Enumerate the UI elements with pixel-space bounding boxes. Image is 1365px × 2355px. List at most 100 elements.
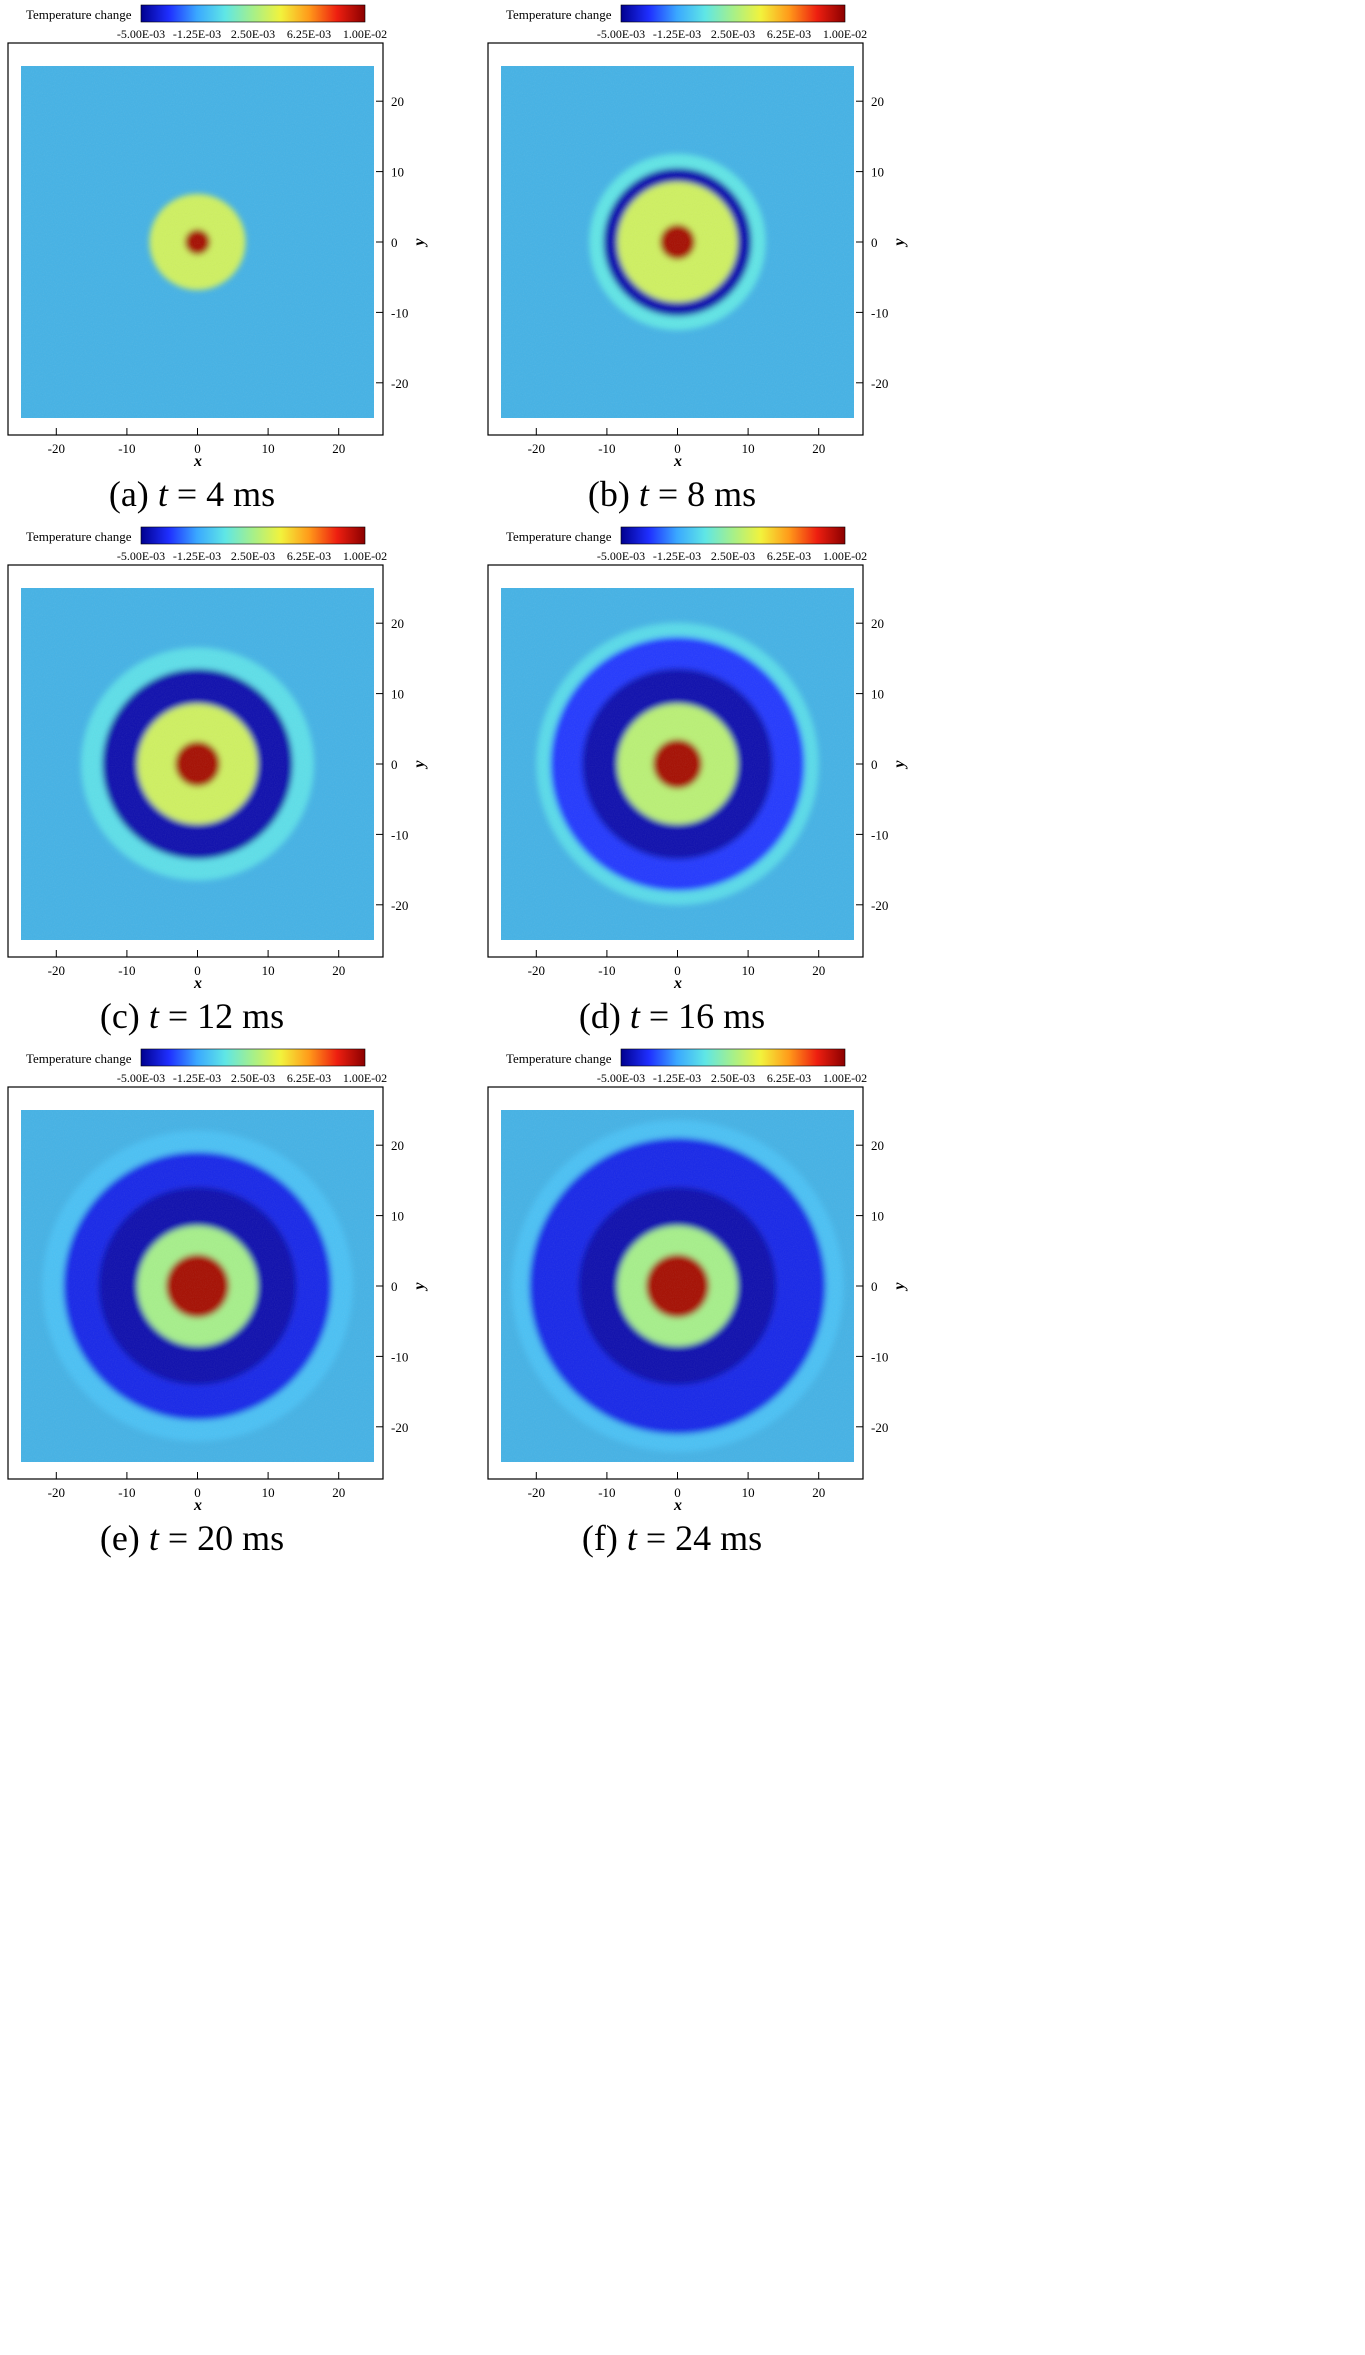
y-tick-label: 10 (871, 1209, 884, 1224)
colorbar-tick-label: -1.25E-03 (173, 1071, 221, 1085)
y-axis-label: y (411, 1282, 428, 1292)
caption-variable: t (639, 474, 650, 514)
colorbar-tick-label: 6.25E-03 (287, 549, 331, 563)
panel-d: Temperature change -5.00E-03 -1.25E-03 2.50… (487, 526, 908, 1036)
x-tick-label: 10 (262, 1485, 275, 1500)
y-tick-label: 20 (871, 616, 884, 631)
x-tick-label: 0 (194, 963, 201, 978)
y-axis-label: y (411, 238, 428, 248)
colorbar-tick-label: -1.25E-03 (173, 549, 221, 563)
x-tick-label: -20 (528, 441, 545, 456)
colorbar-tick-label: -1.25E-03 (653, 27, 701, 41)
colorbar-tick-label: 2.50E-03 (231, 27, 275, 41)
x-tick-label: -20 (48, 441, 65, 456)
panel-caption: (c) t = 12 ms (100, 996, 284, 1036)
y-tick-label: -20 (871, 898, 888, 913)
y-tick-label: 0 (871, 235, 878, 250)
colorbar-tick-label: 1.00E-02 (823, 27, 867, 41)
x-axis-label: x (673, 453, 682, 470)
x-tick-label: -20 (48, 963, 65, 978)
y-tick-label: 10 (871, 165, 884, 180)
field-noise (21, 66, 374, 418)
panel-caption: (a) t = 4 ms (109, 474, 275, 514)
y-tick-label: 20 (391, 94, 404, 109)
x-tick-label: 20 (812, 963, 825, 978)
y-tick-label: -10 (391, 305, 408, 320)
caption-value: = 8 ms (649, 474, 756, 514)
x-tick-label: -10 (118, 963, 135, 978)
colorbar-tick-label: -5.00E-03 (117, 1071, 165, 1085)
y-axis-label: y (891, 238, 908, 248)
y-axis-label: y (891, 760, 908, 770)
y-tick-label: -20 (871, 1420, 888, 1435)
x-axis-label: x (673, 975, 682, 992)
x-tick-label: -20 (48, 1485, 65, 1500)
y-tick-label: 20 (871, 1138, 884, 1153)
colorbar-tick-label: -5.00E-03 (597, 27, 645, 41)
colorbar (620, 4, 846, 23)
y-tick-label: -20 (391, 898, 408, 913)
field-noise (21, 1110, 374, 1462)
y-tick-label: 10 (391, 165, 404, 180)
x-tick-label: 0 (674, 1485, 681, 1500)
colorbar-tick-label: 6.25E-03 (767, 549, 811, 563)
temperature-field (501, 1110, 854, 1462)
x-tick-label: 0 (194, 441, 201, 456)
colorbar-tick-label: -1.25E-03 (653, 1071, 701, 1085)
x-axis-label: x (193, 1497, 202, 1514)
x-tick-label: 0 (674, 963, 681, 978)
colorbar-tick-label: -5.00E-03 (117, 549, 165, 563)
y-tick-label: -20 (391, 376, 408, 391)
y-tick-label: 0 (871, 757, 878, 772)
x-tick-label: 10 (742, 963, 755, 978)
caption-prefix: (c) (100, 996, 149, 1036)
y-tick-label: -10 (871, 827, 888, 842)
colorbar-tick-label: 6.25E-03 (767, 27, 811, 41)
colorbar-title: Temperature change (26, 1051, 132, 1066)
x-tick-label: -20 (528, 963, 545, 978)
x-tick-label: 20 (812, 1485, 825, 1500)
caption-variable: t (149, 996, 160, 1036)
x-tick-label: -10 (598, 1485, 615, 1500)
field-noise (501, 1110, 854, 1462)
caption-variable: t (627, 1518, 638, 1558)
y-tick-label: 10 (391, 687, 404, 702)
colorbar-title: Temperature change (506, 529, 612, 544)
caption-prefix: (e) (100, 1518, 149, 1558)
x-axis-label: x (673, 1497, 682, 1514)
colorbar-tick-label: 2.50E-03 (711, 27, 755, 41)
colorbar-tick-label: -5.00E-03 (597, 1071, 645, 1085)
colorbar-tick-label: 6.25E-03 (287, 27, 331, 41)
colorbar-tick-label: 6.25E-03 (767, 1071, 811, 1085)
temperature-field (21, 1110, 374, 1462)
colorbar (620, 526, 846, 545)
colorbar-tick-label: 1.00E-02 (823, 1071, 867, 1085)
x-tick-label: 20 (332, 1485, 345, 1500)
caption-value: = 20 ms (159, 1518, 284, 1558)
field-noise (501, 588, 854, 940)
x-tick-label: 0 (674, 441, 681, 456)
x-tick-label: 0 (194, 1485, 201, 1500)
x-tick-label: 20 (332, 963, 345, 978)
y-tick-label: 20 (391, 1138, 404, 1153)
y-tick-label: 0 (391, 757, 398, 772)
x-tick-label: 20 (332, 441, 345, 456)
field-noise (21, 588, 374, 940)
temperature-field (501, 588, 854, 940)
colorbar-tick-label: 2.50E-03 (711, 1071, 755, 1085)
caption-value: = 16 ms (640, 996, 765, 1036)
temperature-field (21, 66, 374, 418)
colorbar-tick-label: 2.50E-03 (231, 549, 275, 563)
panel-f: Temperature change -5.00E-03 -1.25E-03 2.50… (487, 1048, 908, 1558)
temperature-field (21, 588, 374, 940)
caption-value: = 12 ms (159, 996, 284, 1036)
colorbar-tick-label: 1.00E-02 (343, 27, 387, 41)
x-tick-label: 10 (742, 1485, 755, 1500)
panel-e: Temperature change -5.00E-03 -1.25E-03 2.50… (7, 1048, 428, 1558)
caption-value: = 24 ms (637, 1518, 762, 1558)
y-axis-label: y (891, 1282, 908, 1292)
y-tick-label: -10 (871, 1349, 888, 1364)
panel-caption: (b) t = 8 ms (588, 474, 756, 514)
panel-a: Temperature change -5.00E-03 -1.25E-03 2.50… (7, 4, 428, 514)
